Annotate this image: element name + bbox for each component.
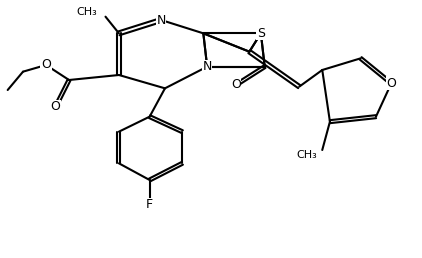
Text: O: O — [51, 100, 61, 113]
Text: S: S — [257, 27, 265, 40]
Text: N: N — [203, 60, 212, 73]
Text: O: O — [231, 78, 241, 92]
Text: O: O — [41, 59, 51, 71]
Text: N: N — [157, 13, 166, 27]
Text: CH₃: CH₃ — [77, 7, 97, 17]
Text: O: O — [387, 77, 396, 90]
Text: F: F — [146, 198, 153, 212]
Text: CH₃: CH₃ — [297, 150, 317, 160]
